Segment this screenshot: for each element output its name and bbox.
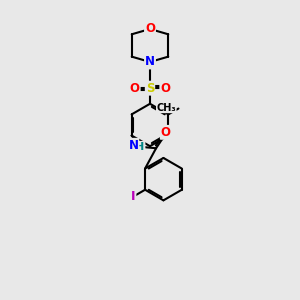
Text: O: O	[160, 82, 170, 95]
Text: S: S	[146, 82, 154, 95]
Text: O: O	[145, 22, 155, 35]
Text: CH₃: CH₃	[157, 103, 176, 113]
Text: N: N	[128, 139, 138, 152]
Text: O: O	[161, 126, 171, 139]
Text: H: H	[135, 142, 145, 152]
Text: I: I	[131, 190, 135, 203]
Text: N: N	[145, 56, 155, 68]
Text: O: O	[130, 82, 140, 95]
